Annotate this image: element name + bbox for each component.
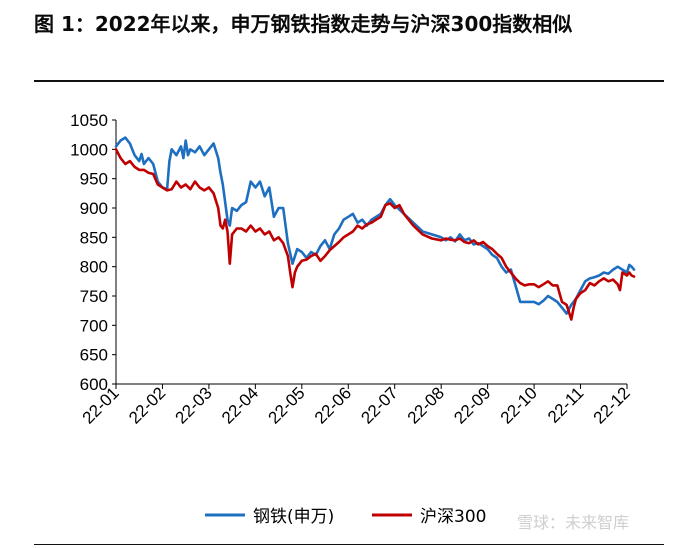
chart-series	[114, 136, 636, 321]
y-tick-label: 950	[80, 170, 108, 189]
x-tick-label: 22-04	[218, 383, 262, 427]
y-tick-label: 1000	[70, 140, 108, 159]
y-tick-label: 850	[80, 228, 108, 247]
x-tick-label: 22-02	[125, 383, 169, 427]
y-axis: 600 650 700 750 800 850 900 950 1000 1050	[70, 111, 117, 394]
legend: 钢铁(申万) 沪深300	[205, 507, 486, 527]
bottom-rule	[34, 544, 664, 545]
series-line-steel	[114, 136, 636, 315]
y-tick-label: 700	[80, 316, 108, 335]
legend-label: 钢铁(申万)	[253, 507, 334, 527]
x-tick-label: 22-12	[590, 383, 634, 427]
figure-title: 图 1：2022年以来，申万钢铁指数走势与沪深300指数相似	[34, 12, 573, 36]
y-tick-label: 1050	[70, 111, 108, 130]
x-tick-label: 22-06	[311, 383, 355, 427]
x-axis: 22-01 22-02 22-03 22-04 22-05 22-06 22-07 22-08…	[79, 383, 634, 427]
series-line-hs300	[114, 148, 636, 321]
x-tick-label: 22-07	[357, 383, 401, 427]
legend-label: 沪深300	[420, 507, 486, 527]
title-rule	[34, 80, 664, 82]
y-tick-label: 750	[80, 287, 108, 306]
x-tick-label: 22-03	[172, 383, 216, 427]
x-tick-label: 22-10	[497, 383, 541, 427]
x-tick-label: 22-08	[404, 383, 448, 427]
x-tick-label: 22-09	[450, 383, 494, 427]
watermark-text: 雪球：未来智库	[517, 513, 629, 532]
y-tick-label: 800	[80, 258, 108, 277]
y-tick-label: 900	[80, 199, 108, 218]
y-tick-label: 600	[80, 375, 108, 394]
x-tick-label: 22-05	[264, 383, 308, 427]
y-tick-label: 650	[80, 346, 108, 365]
x-tick-label: 22-11	[544, 383, 587, 426]
